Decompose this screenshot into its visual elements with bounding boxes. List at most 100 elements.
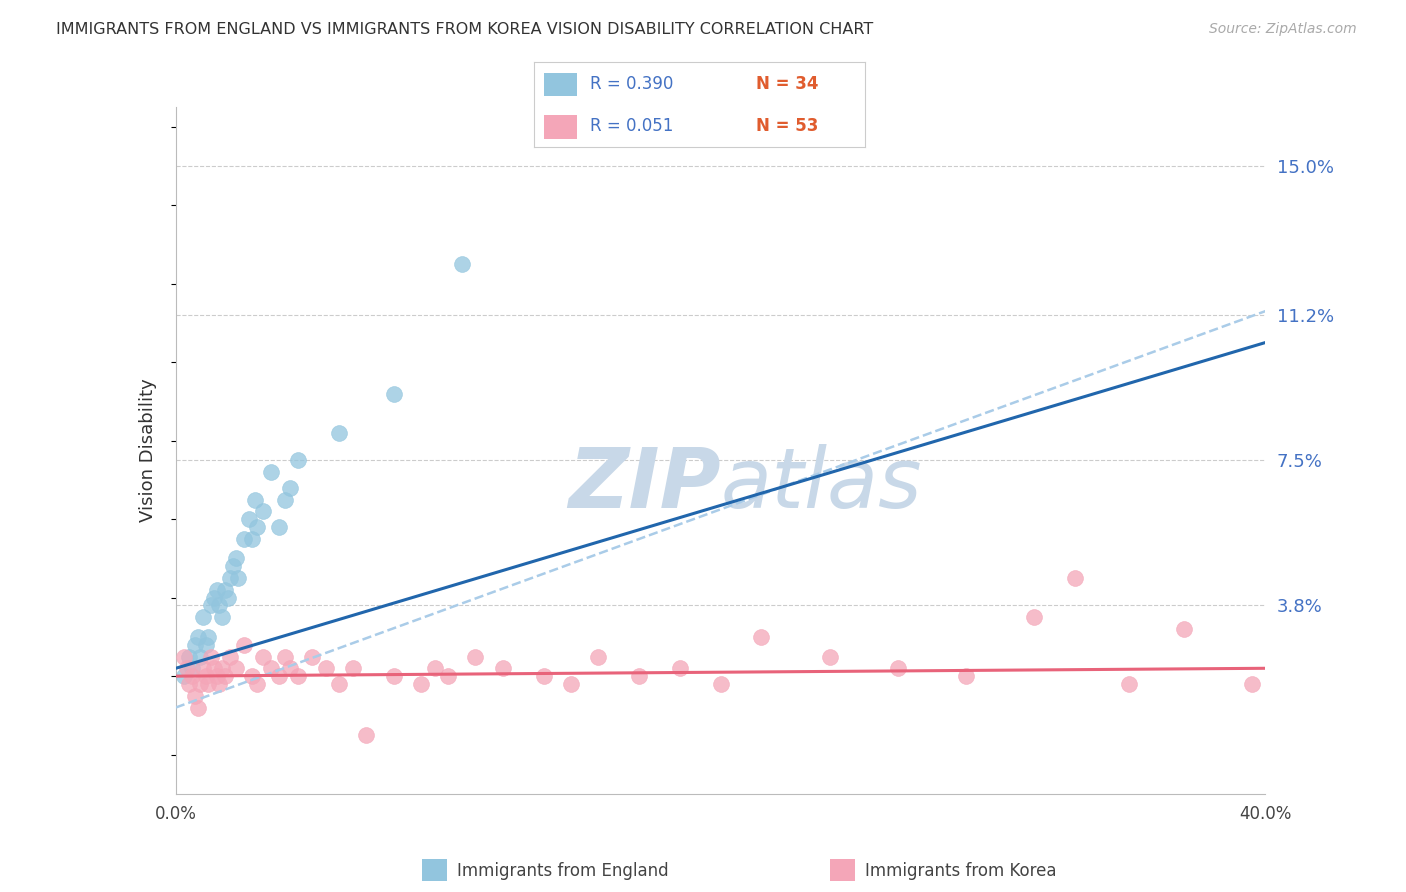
Point — [252, 649, 274, 664]
Point — [269, 669, 291, 683]
Point — [208, 677, 231, 691]
Point — [751, 630, 773, 644]
Point — [492, 661, 515, 675]
Point — [533, 669, 555, 683]
Point — [278, 661, 301, 675]
Point — [240, 532, 263, 546]
Point — [627, 669, 650, 683]
Point — [269, 520, 291, 534]
Point — [450, 257, 472, 271]
Point — [179, 649, 201, 664]
Text: Source: ZipAtlas.com: Source: ZipAtlas.com — [1209, 22, 1357, 37]
Point — [219, 649, 242, 664]
Point — [1063, 571, 1085, 585]
Point — [240, 669, 263, 683]
Point — [211, 661, 233, 675]
Point — [219, 571, 242, 585]
Point — [194, 638, 217, 652]
Point — [191, 661, 214, 675]
Point — [252, 504, 274, 518]
Text: R = 0.051: R = 0.051 — [591, 117, 673, 135]
Point — [194, 669, 217, 683]
Point — [202, 661, 225, 675]
Text: R = 0.390: R = 0.390 — [591, 76, 673, 94]
Point — [287, 669, 309, 683]
Point — [197, 630, 219, 644]
Point — [205, 669, 228, 683]
Point — [260, 465, 283, 479]
Point — [886, 661, 908, 675]
Point — [668, 661, 690, 675]
Point — [225, 551, 247, 566]
Text: Immigrants from England: Immigrants from England — [457, 862, 669, 880]
Point — [274, 649, 297, 664]
Text: Immigrants from Korea: Immigrants from Korea — [865, 862, 1056, 880]
Point — [188, 677, 211, 691]
Point — [818, 649, 841, 664]
Point — [274, 492, 297, 507]
Point — [179, 677, 201, 691]
Point — [173, 649, 195, 664]
Point — [1240, 677, 1263, 691]
Point — [202, 591, 225, 605]
Point — [205, 582, 228, 597]
Point — [246, 520, 269, 534]
Point — [382, 669, 405, 683]
Point — [260, 661, 283, 675]
Point — [184, 689, 207, 703]
Point — [214, 669, 236, 683]
Point — [232, 638, 254, 652]
Point — [464, 649, 486, 664]
Point — [232, 532, 254, 546]
Point — [278, 481, 301, 495]
Point — [328, 677, 350, 691]
Point — [191, 610, 214, 624]
Point — [200, 599, 222, 613]
Point — [328, 425, 350, 440]
Bar — [544, 115, 578, 139]
Y-axis label: Vision Disability: Vision Disability — [139, 378, 157, 523]
Text: N = 53: N = 53 — [755, 117, 818, 135]
Point — [301, 649, 323, 664]
Point — [173, 669, 195, 683]
Point — [197, 677, 219, 691]
Point — [181, 669, 204, 683]
Point — [222, 559, 245, 574]
Point — [208, 599, 231, 613]
Point — [409, 677, 432, 691]
Point — [356, 728, 378, 742]
Point — [1022, 610, 1045, 624]
Point — [315, 661, 337, 675]
Point — [423, 661, 446, 675]
Point — [184, 638, 207, 652]
Point — [176, 661, 198, 675]
Text: ZIP: ZIP — [568, 444, 721, 525]
Point — [1173, 622, 1195, 636]
Point — [214, 582, 236, 597]
Point — [246, 677, 269, 691]
Point — [217, 591, 239, 605]
Point — [955, 669, 977, 683]
Point — [186, 700, 209, 714]
Point — [225, 661, 247, 675]
Point — [181, 661, 204, 675]
Point — [211, 610, 233, 624]
Point — [586, 649, 609, 664]
Point — [228, 571, 250, 585]
Text: IMMIGRANTS FROM ENGLAND VS IMMIGRANTS FROM KOREA VISION DISABILITY CORRELATION C: IMMIGRANTS FROM ENGLAND VS IMMIGRANTS FR… — [56, 22, 873, 37]
Point — [382, 386, 405, 401]
Point — [188, 649, 211, 664]
Text: atlas: atlas — [721, 444, 922, 525]
Bar — [544, 72, 578, 96]
Point — [186, 630, 209, 644]
Point — [243, 492, 266, 507]
Point — [1118, 677, 1140, 691]
Point — [437, 669, 460, 683]
Point — [238, 512, 260, 526]
Point — [342, 661, 364, 675]
Point — [287, 453, 309, 467]
Point — [710, 677, 733, 691]
Text: N = 34: N = 34 — [755, 76, 818, 94]
Point — [560, 677, 582, 691]
Point — [200, 649, 222, 664]
